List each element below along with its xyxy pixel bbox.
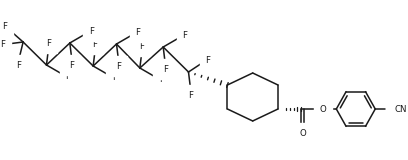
Text: F: F <box>163 64 168 73</box>
Text: F: F <box>135 28 140 36</box>
Text: F: F <box>65 72 70 80</box>
Text: F: F <box>16 60 21 69</box>
Text: F: F <box>46 39 51 48</box>
Text: F: F <box>116 61 121 71</box>
Text: F: F <box>188 91 193 100</box>
Text: F: F <box>139 41 144 51</box>
Text: F: F <box>0 40 5 48</box>
Text: F: F <box>89 27 94 36</box>
Text: F: F <box>93 40 98 48</box>
Text: O: O <box>319 104 326 113</box>
Text: F: F <box>182 31 187 40</box>
Text: F: F <box>69 60 74 69</box>
Text: O: O <box>299 128 306 137</box>
Text: F: F <box>206 56 211 64</box>
Text: F: F <box>159 75 164 84</box>
Text: F: F <box>112 72 117 81</box>
Text: CN: CN <box>395 104 407 113</box>
Text: F: F <box>2 21 7 31</box>
